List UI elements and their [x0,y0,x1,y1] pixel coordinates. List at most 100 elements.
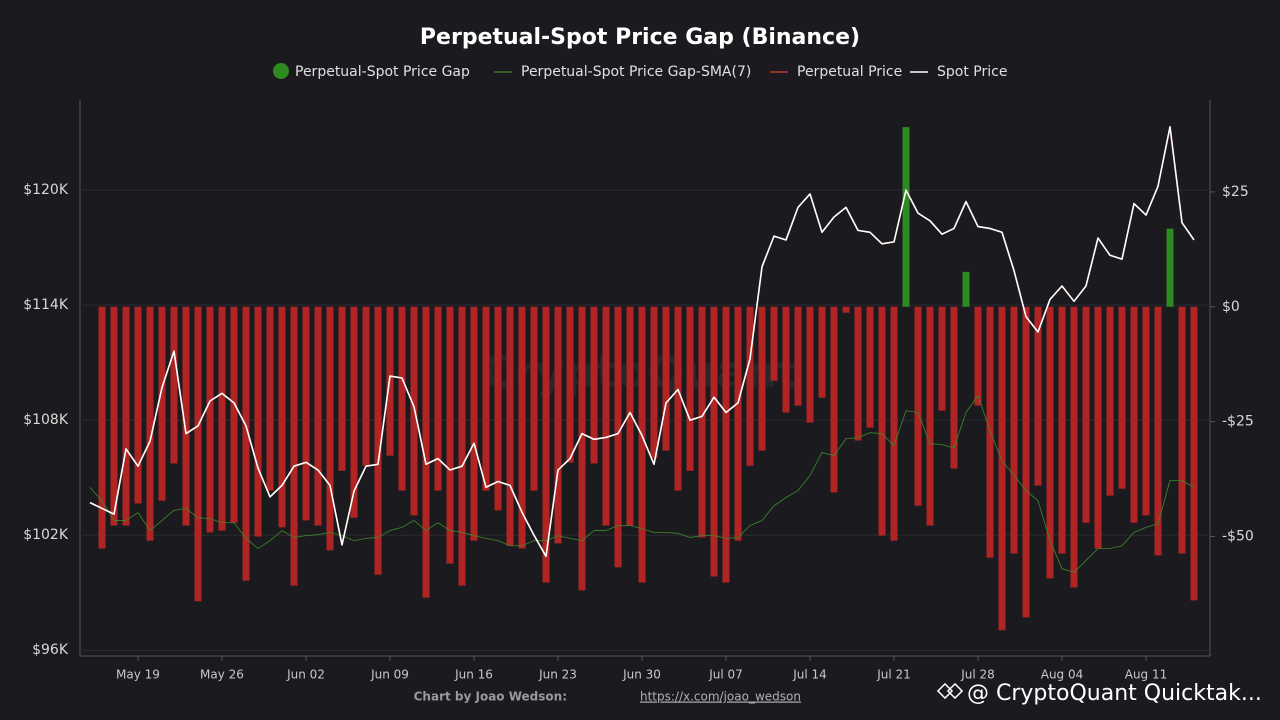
x-tick-label: May 26 [200,668,244,682]
x-tick-label: Aug 04 [1041,668,1084,682]
bar [962,271,970,307]
bar [194,306,202,602]
bar [938,306,946,411]
bar [458,306,466,586]
bar [1106,306,1114,496]
y2-tick-label: $25 [1222,184,1249,200]
bar [254,306,262,537]
bar [1190,306,1198,601]
bar [1034,306,1042,486]
y-tick-label: $114K [23,297,69,313]
bar [818,306,826,398]
bar [758,306,766,451]
bar [806,306,814,423]
y-tick-label: $108K [23,412,69,428]
x-tick-label: Jul 14 [792,668,827,682]
bar [98,306,106,549]
bar [674,306,682,491]
bar [830,306,838,493]
bar [470,306,478,541]
legend-label: Spot Price [937,64,1007,80]
x-tick-label: Jun 02 [286,668,325,682]
watermark-icon [936,682,964,700]
bar [206,306,214,533]
bar [1058,306,1066,554]
bar [398,306,406,491]
bar [350,306,358,518]
bar [410,306,418,516]
bar [638,306,646,583]
bar [602,306,610,526]
bar [710,306,718,577]
bar [170,306,178,464]
bar [794,306,802,406]
bar [1154,306,1162,556]
credit-link[interactable]: https://x.com/joao_wedson [640,690,801,704]
bar [722,306,730,583]
bar [158,306,166,501]
bar [986,306,994,558]
x-tick-label: May 19 [116,668,160,682]
x-tick-label: Jul 21 [876,668,911,682]
x-tick-label: Jul 28 [960,668,995,682]
bar [554,306,562,544]
bar [446,306,454,564]
y2-tick-label: $0 [1222,299,1240,315]
bar [1046,306,1054,579]
bar [650,306,658,459]
line [89,395,1195,573]
bar [302,306,310,521]
watermark: @ CryptoQuant Quicktak... [967,681,1262,706]
bar [770,306,778,381]
bar [878,306,886,536]
legend-label: Perpetual-Spot Price Gap-SMA(7) [521,64,751,80]
bar [1130,306,1138,523]
bar [314,306,322,526]
bar [662,306,670,451]
bar [1022,306,1030,618]
bar [590,306,598,464]
bar [1142,306,1150,516]
bar [530,306,538,491]
x-tick-label: Jun 09 [370,668,409,682]
y-tick-label: $102K [23,527,69,543]
x-tick-label: Jun 30 [622,668,661,682]
bar [854,306,862,441]
bar [230,306,238,523]
bar [362,306,370,466]
bar [542,306,550,583]
bar [338,306,346,471]
x-tick-label: Jun 23 [538,668,577,682]
bar [242,306,250,581]
y-tick-label: $96K [32,642,69,658]
bar [626,306,634,526]
bar [278,306,286,528]
bar [782,306,790,413]
bar [1070,306,1078,588]
bar [614,306,622,568]
bar [134,306,142,504]
bar [434,306,442,491]
y2-tick-label: -$50 [1222,529,1254,545]
bar [566,306,574,463]
bar [842,306,850,313]
bar [494,306,502,511]
bar [926,306,934,526]
bar [950,306,958,469]
bar [974,306,982,406]
bar [506,306,514,546]
bar [1118,306,1126,489]
bar [1166,228,1174,307]
bar [182,306,190,526]
bar [746,306,754,466]
line [89,126,1195,558]
x-tick-label: Jun 16 [454,668,493,682]
bar [110,306,118,526]
x-tick-label: Aug 11 [1125,668,1168,682]
bar [122,306,130,526]
legend-marker [273,63,289,79]
y2-tick-label: -$25 [1222,414,1254,430]
bar [326,306,334,551]
legend-label: Perpetual Price [797,64,902,80]
